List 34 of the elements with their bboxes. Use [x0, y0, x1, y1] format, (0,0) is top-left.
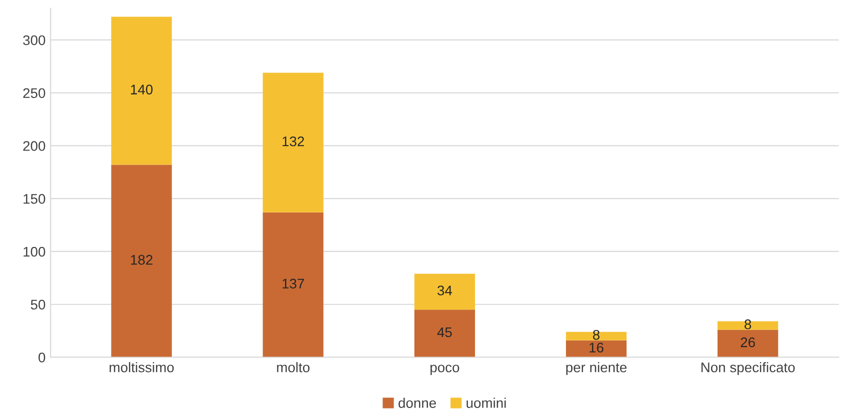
y-tick-label: 150 [24, 194, 46, 204]
bar [414, 274, 475, 310]
data-label: 26 [740, 337, 755, 348]
data-label: 132 [282, 136, 304, 146]
x-tick-label: Non specificato [702, 362, 795, 376]
bar [262, 72, 324, 212]
data-label: 45 [437, 327, 452, 338]
y-tick-label: 300 [23, 35, 46, 46]
data-label: 8 [593, 330, 600, 340]
data-label: 182 [131, 254, 152, 265]
bar [566, 332, 627, 340]
y-tick-label: 0 [38, 352, 46, 362]
y-tick-label: 200 [23, 141, 46, 151]
data-label: 140 [131, 84, 153, 94]
x-tick-label: per niente [566, 362, 627, 376]
data-label: 137 [282, 278, 304, 289]
legend-label: donne [398, 398, 436, 408]
y-tick-label: 250 [23, 88, 46, 98]
bar [566, 340, 627, 358]
y-tick-label: 50 [30, 300, 46, 310]
data-label: 8 [744, 319, 752, 330]
bar [111, 16, 172, 165]
bar [414, 310, 475, 358]
x-tick-label: poco [430, 364, 460, 376]
data-label: 16 [590, 342, 604, 353]
bar [262, 212, 324, 358]
data-label: 34 [437, 286, 452, 296]
x-tick-label: molto [277, 362, 310, 372]
bar [111, 164, 172, 358]
bar [718, 321, 778, 330]
x-tick-label: moltissimo [110, 362, 174, 372]
legend-label: uomini [466, 398, 506, 408]
y-tick-label: 100 [24, 246, 46, 257]
bar [718, 330, 778, 358]
